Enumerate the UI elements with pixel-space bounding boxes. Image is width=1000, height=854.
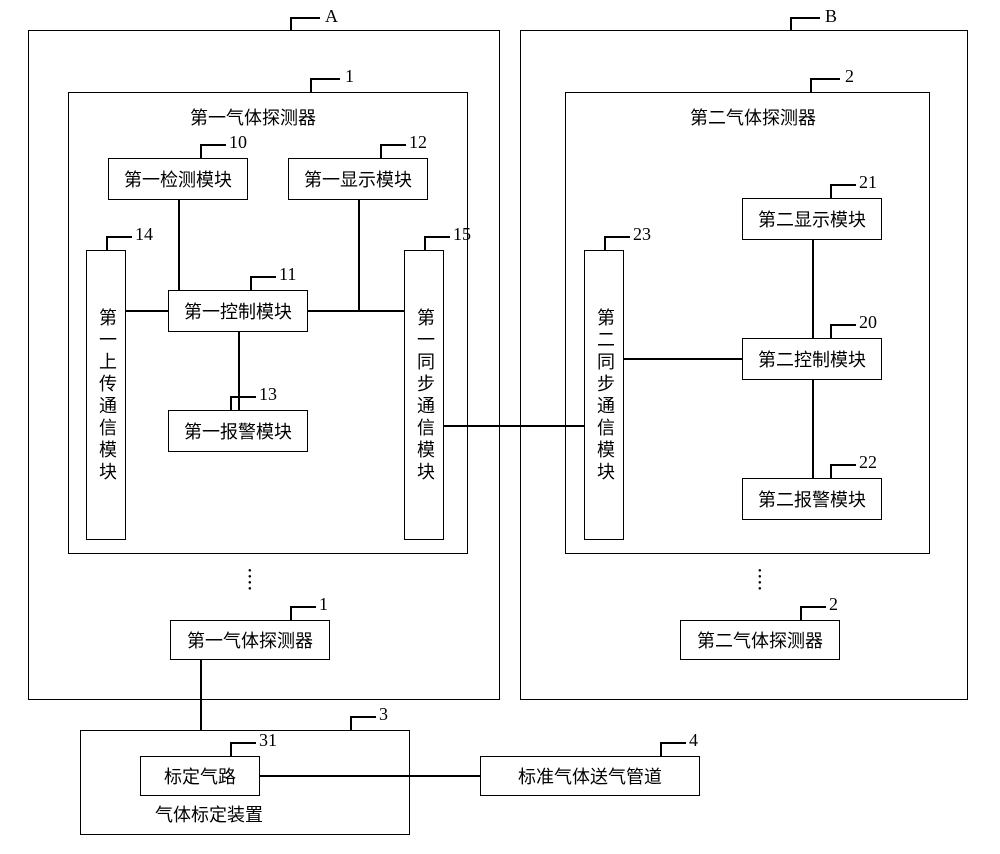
leader-15: 15 bbox=[453, 224, 471, 246]
module-23-label: 第二同步通信模块 bbox=[585, 251, 625, 541]
module-13-label: 第一报警模块 bbox=[184, 418, 292, 444]
leader-10: 10 bbox=[229, 132, 247, 154]
detector1-small-label: 第一气体探测器 bbox=[187, 627, 313, 653]
calibration-path-label: 标定气路 bbox=[164, 763, 236, 789]
module-11-label: 第一控制模块 bbox=[184, 298, 292, 324]
calibration-path: 标定气路 bbox=[140, 756, 260, 796]
leader-2: 2 bbox=[845, 66, 854, 88]
leader-11: 11 bbox=[279, 264, 296, 286]
module-22-label: 第二报警模块 bbox=[758, 486, 866, 512]
leader-1-small: 1 bbox=[319, 594, 328, 616]
detector1-small: 第一气体探测器 bbox=[170, 620, 330, 660]
gas-pipe-label: 标准气体送气管道 bbox=[518, 763, 662, 789]
leader-21: 21 bbox=[859, 172, 877, 194]
module-22: 第二报警模块 bbox=[742, 478, 882, 520]
dots-a: ●●●● bbox=[248, 568, 252, 592]
module-15-label: 第一同步通信模块 bbox=[405, 251, 445, 541]
module-14-label: 第一上传通信模块 bbox=[87, 251, 127, 541]
leader-12: 12 bbox=[409, 132, 427, 154]
module-15: 第一同步通信模块 bbox=[404, 250, 444, 540]
module-20: 第二控制模块 bbox=[742, 338, 882, 380]
module-21-label: 第二显示模块 bbox=[758, 206, 866, 232]
module-13: 第一报警模块 bbox=[168, 410, 308, 452]
leader-2-small: 2 bbox=[829, 594, 838, 616]
module-10: 第一检测模块 bbox=[108, 158, 248, 200]
detector2-small-label: 第二气体探测器 bbox=[697, 627, 823, 653]
diagram-canvas: A B 第一气体探测器 1 第二气体探测器 2 第一检测模块 10 第一显示模块… bbox=[0, 0, 1000, 854]
module-12: 第一显示模块 bbox=[288, 158, 428, 200]
module-20-label: 第二控制模块 bbox=[758, 346, 866, 372]
detector2-small: 第二气体探测器 bbox=[680, 620, 840, 660]
leader-1: 1 bbox=[345, 66, 354, 88]
gas-pipe: 标准气体送气管道 bbox=[480, 756, 700, 796]
module-10-label: 第一检测模块 bbox=[124, 166, 232, 192]
leader-b: B bbox=[825, 6, 837, 28]
leader-31: 31 bbox=[259, 730, 277, 752]
leader-a: A bbox=[325, 6, 338, 28]
module-21: 第二显示模块 bbox=[742, 198, 882, 240]
leader-20: 20 bbox=[859, 312, 877, 334]
leader-4: 4 bbox=[689, 730, 698, 752]
module-11: 第一控制模块 bbox=[168, 290, 308, 332]
detector1-title: 第一气体探测器 bbox=[190, 108, 316, 130]
dots-b: ●●●● bbox=[758, 568, 762, 592]
leader-3: 3 bbox=[379, 704, 388, 726]
leader-13: 13 bbox=[259, 384, 277, 406]
detector2-title: 第二气体探测器 bbox=[690, 108, 816, 130]
leader-14: 14 bbox=[135, 224, 153, 246]
leader-22: 22 bbox=[859, 452, 877, 474]
calibration-label: 气体标定装置 bbox=[155, 805, 263, 827]
module-12-label: 第一显示模块 bbox=[304, 166, 412, 192]
leader-23: 23 bbox=[633, 224, 651, 246]
module-14: 第一上传通信模块 bbox=[86, 250, 126, 540]
module-23: 第二同步通信模块 bbox=[584, 250, 624, 540]
